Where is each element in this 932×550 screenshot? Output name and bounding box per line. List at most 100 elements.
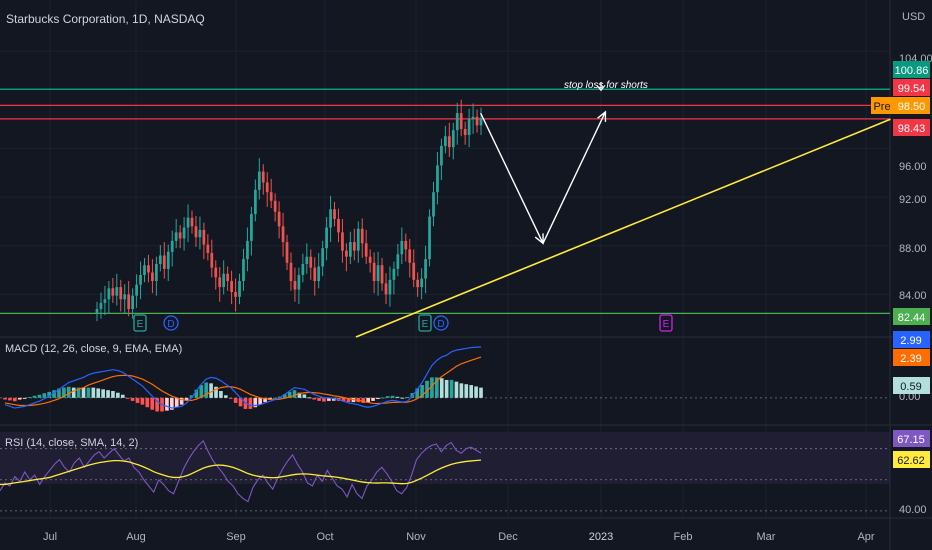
macd-histogram-bar: [76, 387, 81, 398]
macd-histogram-bar: [66, 386, 71, 398]
dividend-marker-label[interactable]: D: [437, 319, 444, 330]
arrow-head[interactable]: [597, 110, 607, 122]
arrow-line[interactable]: [480, 112, 544, 244]
time-tick-label[interactable]: Oct: [316, 531, 333, 543]
candle-body: [404, 240, 408, 250]
price-badge-label[interactable]: 98.43: [898, 123, 926, 135]
candle-body: [143, 265, 146, 275]
macd-badge[interactable]: [893, 331, 930, 348]
time-tick-label[interactable]: Nov: [406, 531, 426, 543]
macd-histogram-bar: [184, 397, 189, 401]
macd-histogram-bar: [57, 388, 61, 398]
earnings-marker-label[interactable]: E: [663, 319, 670, 330]
price-tick-label: 84.00: [899, 290, 927, 302]
dividend-marker[interactable]: [433, 315, 449, 331]
rsi-badge[interactable]: [893, 430, 930, 447]
earnings-marker[interactable]: [418, 314, 432, 332]
time-tick-label[interactable]: Aug: [126, 531, 146, 543]
candle-body: [119, 287, 123, 300]
macd-badge-label[interactable]: 2.39: [900, 353, 921, 365]
macd-label[interactable]: MACD (12, 26, close, 9, EMA, EMA): [5, 343, 182, 355]
price-levels: [0, 88, 890, 314]
macd-histogram-bar: [317, 397, 321, 401]
rsi-sma-line: [0, 459, 482, 486]
candle-body: [111, 288, 115, 296]
time-tick-label[interactable]: Apr: [857, 531, 874, 543]
macd-line: [4, 346, 482, 409]
annotation-arrow-head[interactable]: [596, 84, 606, 92]
candle-body: [250, 214, 253, 241]
macd-histogram-bar: [302, 394, 307, 398]
earnings-marker[interactable]: [133, 314, 147, 332]
macd-histogram-bar: [420, 385, 424, 398]
candle-body: [210, 253, 214, 268]
macd-histogram-bar: [390, 395, 395, 398]
time-axis[interactable]: Jul Aug Sep Oct Nov Dec 2023 Feb Mar Apr: [43, 531, 875, 543]
drawings[interactable]: [355, 82, 891, 338]
macd-badge[interactable]: [893, 349, 930, 366]
price-badge[interactable]: [893, 97, 930, 114]
annotation-stop-loss[interactable]: stop loss for shorts: [564, 80, 648, 91]
rsi-badge-label[interactable]: 62.62: [897, 455, 925, 467]
time-tick-label[interactable]: Mar: [757, 531, 776, 543]
dividend-marker[interactable]: [163, 315, 179, 331]
macd-histogram-bar: [101, 389, 105, 398]
candle-body: [253, 189, 257, 215]
candle-body: [412, 262, 416, 280]
candle-body: [443, 136, 447, 146]
price-axis[interactable]: 104.0096.0092.0088.0084.00100.8699.54Pre…: [871, 53, 932, 516]
candle-body: [103, 299, 107, 303]
candle-body: [348, 242, 352, 257]
time-tick-label[interactable]: Dec: [498, 531, 518, 543]
macd-badge-label[interactable]: 0.59: [900, 381, 921, 393]
candle-body: [416, 279, 420, 288]
macd-histogram-bar: [327, 397, 331, 401]
candle-body: [325, 227, 328, 249]
earnings-marker[interactable]: [659, 314, 673, 332]
macd-histogram-bar: [174, 397, 179, 408]
macd-histogram-bar: [37, 394, 42, 398]
dividend-marker-label[interactable]: D: [167, 319, 174, 330]
price-badge-label[interactable]: Pre: [873, 101, 890, 113]
price-badge[interactable]: [893, 119, 930, 136]
price-badge-label[interactable]: 100.86: [895, 65, 929, 77]
price-badge[interactable]: [893, 61, 930, 78]
price-badge-label[interactable]: 99.54: [898, 83, 926, 95]
rsi-label[interactable]: RSI (14, close, SMA, 14, 2): [5, 437, 138, 449]
earnings-marker-label[interactable]: E: [137, 319, 144, 330]
macd-histogram-bar: [8, 397, 12, 401]
macd-histogram-bar: [135, 397, 140, 403]
macd-badge[interactable]: [893, 377, 930, 394]
price-badge-label[interactable]: 98.50: [898, 101, 926, 113]
price-tick-label: 92.00: [899, 194, 927, 206]
time-tick-label[interactable]: Feb: [674, 531, 693, 543]
macd-histogram-bar: [228, 397, 233, 399]
candle-body: [368, 256, 372, 263]
macd-badge-label[interactable]: 2.99: [900, 335, 921, 347]
rsi-badge-label[interactable]: 67.15: [897, 434, 925, 446]
candle-body: [131, 295, 135, 310]
time-tick-label[interactable]: Jul: [43, 531, 57, 543]
macd-histogram-bar: [111, 391, 115, 398]
candle-body: [463, 128, 467, 136]
rsi-badge[interactable]: [893, 451, 930, 468]
arrow-line[interactable]: [542, 111, 607, 244]
price-badge[interactable]: [893, 79, 930, 96]
earnings-marker-label[interactable]: E: [422, 319, 429, 330]
price-badge-label[interactable]: 82.44: [898, 312, 926, 324]
candle-body: [190, 217, 194, 227]
price-badge[interactable]: [871, 97, 893, 114]
candle-body: [341, 232, 344, 251]
trendline[interactable]: [355, 118, 891, 338]
macd-histogram-bar: [435, 377, 439, 398]
macd-histogram-bar: [170, 397, 174, 410]
macd-histogram-bar: [17, 397, 22, 400]
rsi-band: [0, 432, 890, 484]
time-tick-label[interactable]: Sep: [226, 531, 246, 543]
time-tick-label[interactable]: 2023: [589, 531, 613, 543]
price-badge[interactable]: [893, 308, 930, 325]
candle-body: [388, 279, 392, 295]
candle-body: [447, 136, 451, 148]
